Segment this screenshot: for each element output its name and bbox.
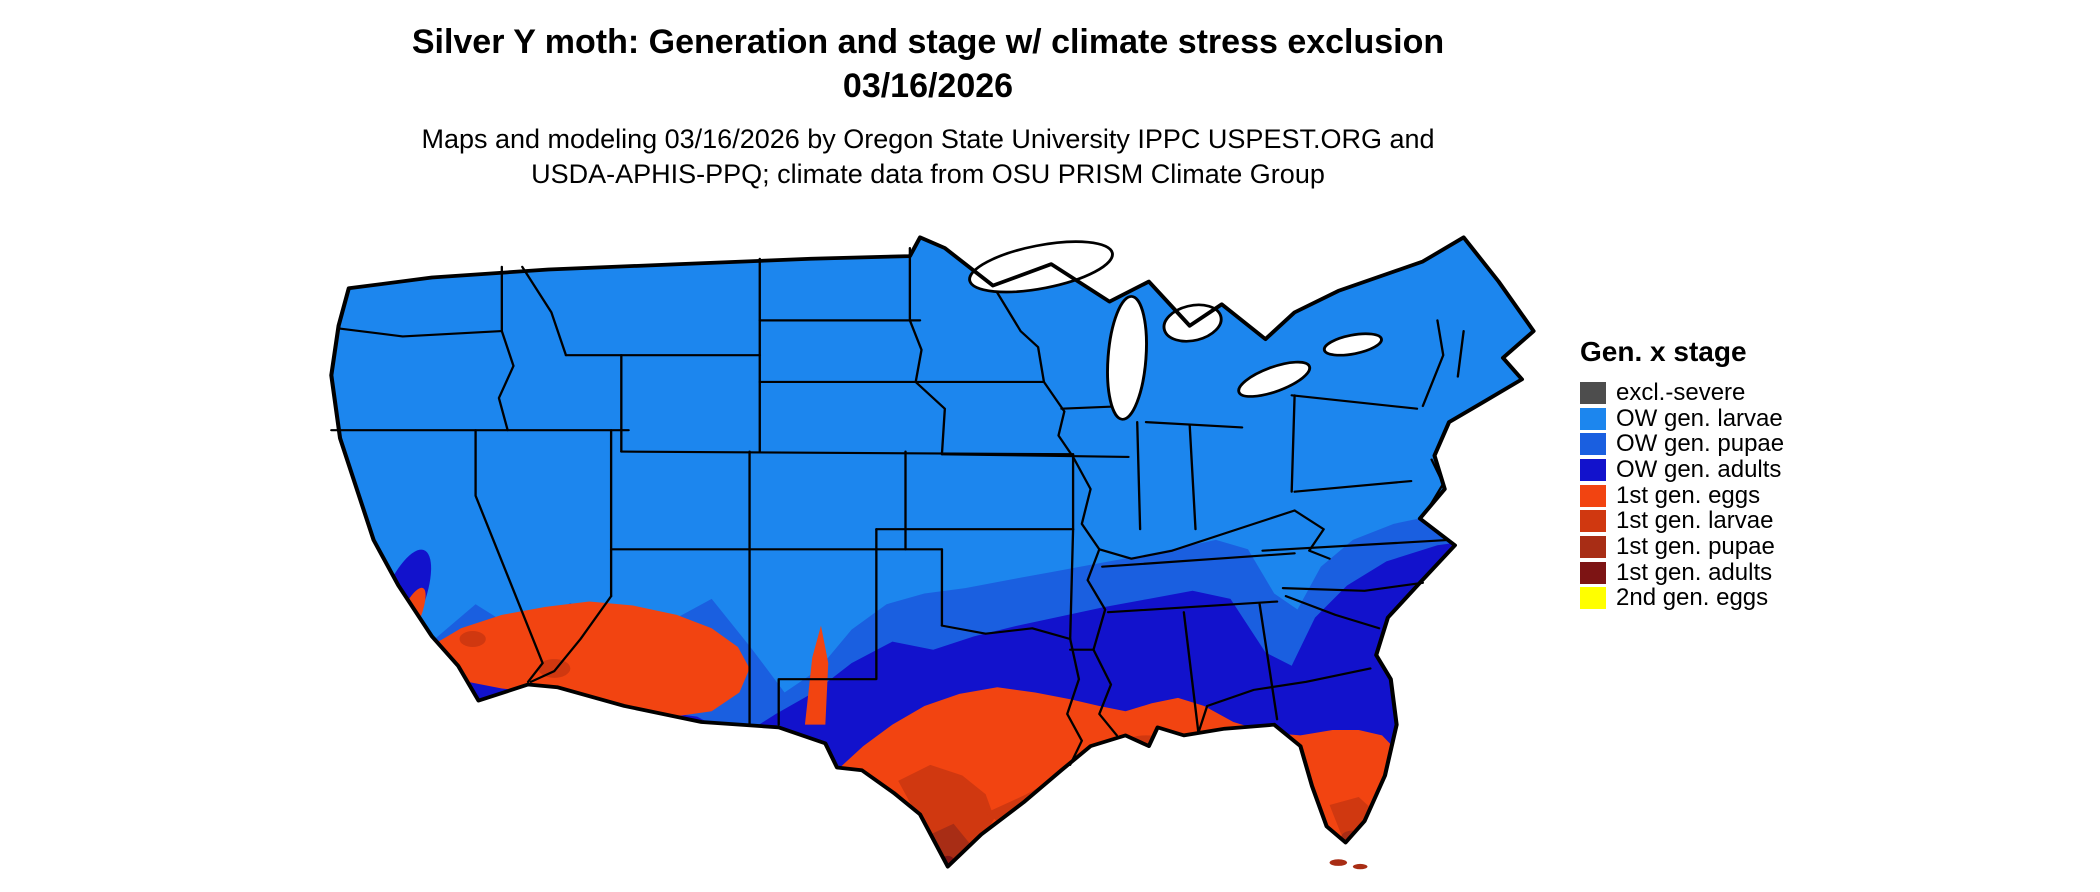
- legend-item: OW gen. pupae: [1580, 430, 1785, 458]
- legend-items: excl.-severe OW gen. larvae OW gen. pupae O…: [1580, 378, 1785, 612]
- legend-swatch: [1580, 484, 1606, 507]
- zone-1st-larvae-salton: [459, 630, 486, 648]
- legend-item-label: 1st gen. eggs: [1616, 481, 1761, 509]
- zone-1st-eggs-rio-grande: [804, 625, 829, 725]
- us-outline: [329, 235, 1536, 869]
- legend-swatch: [1580, 381, 1606, 404]
- lake-michigan: [1106, 295, 1148, 421]
- legend: Gen. x stage excl.-severe OW gen. larvae O…: [1580, 336, 1784, 611]
- map-subtitle: Maps and modeling 03/16/2026 by Oregon S…: [0, 122, 1856, 191]
- map-title-date: 03/16/2026: [842, 67, 1014, 106]
- legend-swatch: [1580, 407, 1606, 430]
- florida-keys: [1329, 859, 1368, 870]
- legend-item: OW gen. adults: [1580, 455, 1784, 483]
- legend-item-label: OW gen. adults: [1616, 455, 1782, 483]
- legend-swatch: [1580, 587, 1606, 610]
- legend-swatch: [1580, 561, 1606, 584]
- legend-title: Gen. x stage: [1580, 336, 1747, 367]
- legend-swatch: [1580, 510, 1606, 533]
- lake-erie: [1237, 360, 1312, 398]
- legend-item: 1st gen. eggs: [1580, 481, 1784, 509]
- stage-zones: [331, 237, 1534, 867]
- legend-swatch: [1580, 535, 1606, 558]
- legend-item: 2nd gen. eggs: [1580, 584, 1784, 612]
- legend-item-label: excl.-severe: [1616, 378, 1746, 406]
- subtitle-line-1: Maps and modeling 03/16/2026 by Oregon S…: [421, 124, 1435, 155]
- legend-item-label: 1st gen. adults: [1616, 558, 1773, 586]
- us-map: [329, 235, 1536, 870]
- legend-item: 1st gen. larvae: [1580, 507, 1784, 535]
- legend-item-label: 1st gen. larvae: [1616, 507, 1774, 535]
- legend-item-label: OW gen. pupae: [1616, 430, 1785, 458]
- zone-1st-eggs-southwest: [420, 601, 750, 717]
- legend-item: 1st gen. pupae: [1580, 532, 1784, 560]
- state-borders: [330, 247, 1465, 766]
- legend-item-label: OW gen. larvae: [1616, 404, 1783, 432]
- map-title: Silver Y moth: Generation and stage w/ c…: [411, 23, 1445, 61]
- legend-item: 1st gen. adults: [1580, 558, 1784, 586]
- legend-swatch: [1580, 433, 1606, 456]
- zone-1st-larvae-yuma: [538, 659, 571, 678]
- legend-item: excl.-severe: [1580, 378, 1784, 406]
- lake-ontario: [1322, 332, 1383, 357]
- subtitle-line-2: USDA-APHIS-PPQ; climate data from OSU PR…: [531, 158, 1325, 189]
- legend-item: OW gen. larvae: [1580, 404, 1784, 432]
- legend-item-label: 2nd gen. eggs: [1616, 584, 1769, 612]
- legend-swatch: [1580, 458, 1606, 481]
- header: Silver Y moth: Generation and stage w/ c…: [0, 20, 1856, 191]
- legend-item-label: 1st gen. pupae: [1616, 532, 1775, 560]
